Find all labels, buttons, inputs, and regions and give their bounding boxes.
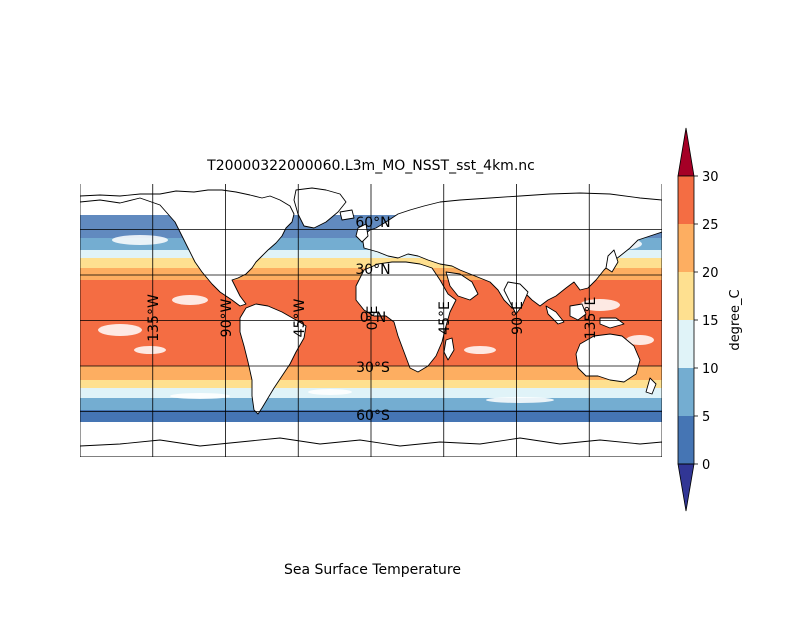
graticule xyxy=(80,184,662,457)
land-eurasia xyxy=(361,192,662,309)
colorbar-tick-20: 20 xyxy=(702,266,719,281)
lon-label-90w: 90°W xyxy=(219,299,235,338)
land-sumatra xyxy=(545,305,565,325)
land-south-america xyxy=(239,303,307,415)
land-africa xyxy=(355,261,457,373)
colorbar-tick-5: 5 xyxy=(702,410,710,425)
land-borneo xyxy=(569,303,587,321)
land-new-zealand xyxy=(645,377,657,395)
lat-label-0n: 0°N xyxy=(360,310,386,326)
lon-label-135w: 135°W xyxy=(146,294,162,342)
colorbar-tick-10: 10 xyxy=(702,362,719,377)
land-madagascar xyxy=(443,337,455,361)
lon-label-45e: 45°E xyxy=(437,301,453,335)
colorbar: 30 25 20 15 10 5 0 degree_C xyxy=(677,127,743,512)
land-british-isles xyxy=(355,223,369,243)
colorbar-segment-20-25 xyxy=(678,224,694,272)
lon-label-0e: 0°E xyxy=(365,306,381,331)
lat-label-60n: 60°N xyxy=(355,215,390,231)
colorbar-tick-30: 30 xyxy=(702,170,719,185)
colorbar-tick-marks xyxy=(694,175,698,465)
lon-label-45w: 45°W xyxy=(292,299,308,338)
land-greenland xyxy=(293,187,347,229)
land-iceland xyxy=(339,209,355,221)
latitude-labels: 60°N 30°N 0°N 30°S 60°S xyxy=(355,215,390,424)
colorbar-segment-15-20 xyxy=(678,272,694,320)
longitude-labels: 135°W 90°W 45°W 0°E 45°E 90°E 135°E xyxy=(146,294,599,342)
lon-label-90e: 90°E xyxy=(510,301,526,335)
colorbar-label: degree_C xyxy=(728,289,743,350)
lon-label-135e: 135°E xyxy=(583,297,599,340)
colorbar-segment-25-30 xyxy=(678,176,694,224)
map-title: T20000322000060.L3m_MO_NSST_sst_4km.nc xyxy=(207,158,535,174)
map-area xyxy=(80,184,662,457)
lat-label-30s: 30°S xyxy=(356,360,390,376)
colorbar-segment-0-5 xyxy=(678,416,694,464)
land-australia xyxy=(575,333,641,383)
land-north-america xyxy=(80,189,295,307)
colorbar-segment-5-10 xyxy=(678,368,694,416)
figure-caption: Sea Surface Temperature xyxy=(284,562,461,578)
land-japan xyxy=(605,249,619,273)
land-india xyxy=(503,281,529,315)
colorbar-segment-10-15 xyxy=(678,320,694,368)
lat-label-60s: 60°S xyxy=(356,408,390,424)
colorbar-tick-25: 25 xyxy=(702,218,719,233)
colorbar-extend-min xyxy=(677,463,695,512)
colorbar-extend-max xyxy=(677,127,695,177)
colorbar-tick-15: 15 xyxy=(702,314,719,329)
colorbar-tick-0: 0 xyxy=(702,458,710,473)
lat-label-30n: 30°N xyxy=(355,262,390,278)
